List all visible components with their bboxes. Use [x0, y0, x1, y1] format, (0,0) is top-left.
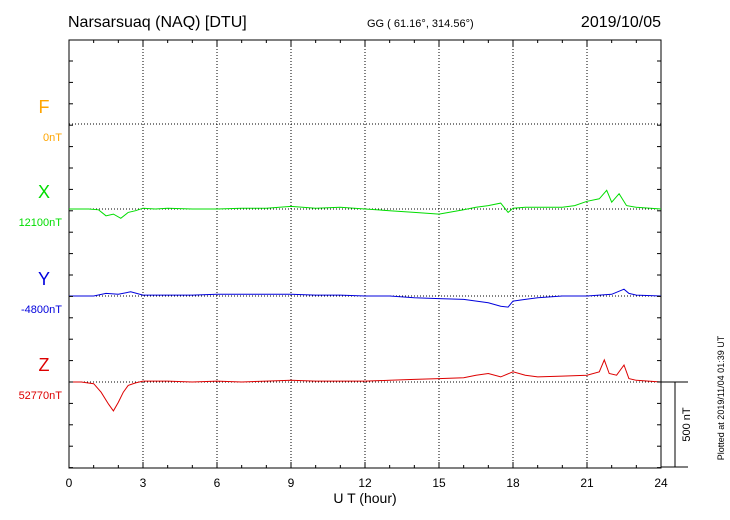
series-baseline-x: 12100nT [19, 217, 63, 229]
x-tick-label: 24 [654, 476, 668, 490]
x-tick-label: 9 [288, 476, 295, 490]
series-name-f: F [39, 97, 50, 117]
station-title: Narsarsuaq (NAQ) [DTU] [68, 14, 247, 31]
observation-date: 2019/10/05 [581, 14, 661, 31]
x-tick-label: 0 [66, 476, 73, 490]
x-axis-label: U T (hour) [333, 490, 396, 506]
x-tick-label: 15 [432, 476, 446, 490]
series-baseline-z: 52770nT [19, 390, 63, 402]
series-lines [69, 189, 662, 412]
series-line-x [69, 189, 662, 219]
series-baseline-y: -4800nT [21, 304, 62, 316]
series-name-x: X [38, 182, 50, 202]
series-name-z: Z [39, 355, 50, 375]
x-tick-label: 18 [506, 476, 520, 490]
x-tick-label: 3 [140, 476, 147, 490]
x-tick-label: 6 [214, 476, 221, 490]
scale-bar: 500 nT [661, 381, 693, 468]
series-line-y [69, 288, 662, 308]
scale-bar-label: 500 nT [681, 407, 693, 442]
x-tick-label: 12 [358, 476, 372, 490]
series-baseline-f: 0nT [43, 132, 62, 144]
x-tick-label: 21 [580, 476, 594, 490]
grid-lines [142, 40, 588, 468]
station-coords: GG ( 61.16°, 314.56°) [367, 18, 474, 30]
x-axis-ticks: 0 3 6 9 12 15 18 21 24 [66, 40, 668, 490]
plotted-at-note: Plotted at 2019/11/04 01:39 UT [716, 335, 726, 460]
series-line-z [69, 358, 662, 412]
series-labels: F 0nT X 12100nT Y -4800nT Z 52770nT [19, 97, 63, 402]
series-name-y: Y [38, 269, 50, 289]
